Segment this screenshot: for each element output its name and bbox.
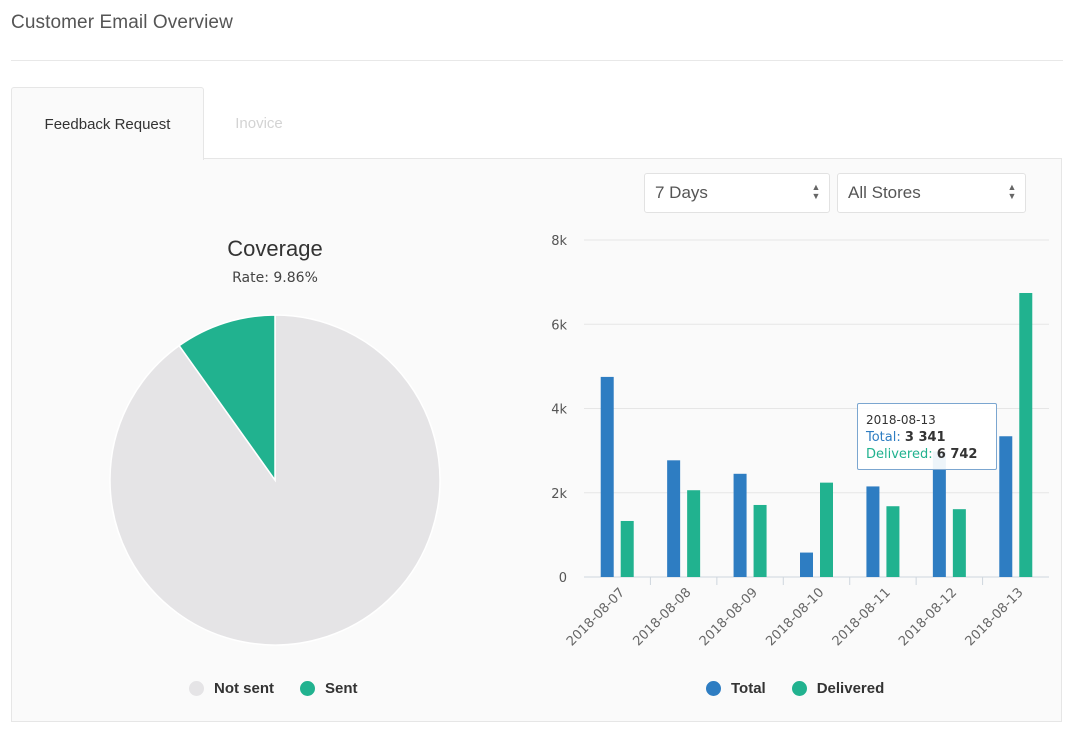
tooltip-delivered-label: Delivered (866, 447, 929, 462)
x-tick-label: 2018-08-08 (630, 585, 694, 649)
y-tick-label: 8k (551, 234, 567, 249)
bar-total[interactable] (600, 376, 614, 577)
bar-legend: Total Delivered (706, 680, 910, 697)
pie-slice-sent[interactable] (178, 314, 276, 483)
x-tick-label: 2018-08-07 (564, 585, 628, 649)
chart-tooltip: 2018-08-13 Total: 3 341 Delivered: 6 742 (857, 403, 997, 470)
bar-delivered[interactable] (1019, 292, 1033, 577)
x-tick-label: 2018-08-11 (830, 585, 894, 649)
y-tick-label: 0 (559, 571, 567, 586)
tooltip-total-value: 3 341 (904, 430, 946, 445)
x-tick-label: 2018-08-13 (963, 585, 1027, 649)
bar-delivered[interactable] (952, 509, 966, 577)
x-tick-label: 2018-08-09 (697, 585, 761, 649)
legend-item-delivered[interactable]: Delivered (791, 680, 885, 697)
legend-item-total[interactable]: Total (706, 680, 766, 697)
y-tick-label: 4k (551, 403, 567, 418)
page-title: Customer Email Overview (11, 12, 233, 33)
legend-item-sent[interactable]: Sent (300, 680, 358, 697)
legend-label: Sent (325, 680, 358, 697)
period-select[interactable]: 7 Days ▲ ▼ (644, 173, 830, 213)
pie-legend: Not sent Sent (189, 680, 384, 697)
tab-feedback-request[interactable]: Feedback Request (11, 87, 204, 160)
bar-total[interactable] (800, 552, 813, 577)
legend-dot (189, 681, 204, 696)
period-select-value: 7 Days (655, 183, 708, 202)
bar-total[interactable] (667, 460, 681, 577)
x-tick-label: 2018-08-10 (763, 585, 827, 649)
bar-delivered[interactable] (886, 506, 900, 577)
bar-delivered[interactable] (687, 490, 701, 577)
x-tick-label: 2018-08-12 (896, 585, 960, 649)
tooltip-delivered-row: Delivered: 6 742 (866, 447, 978, 462)
legend-label: Not sent (214, 680, 274, 697)
legend-label: Delivered (816, 680, 885, 697)
legend-item-not-sent[interactable]: Not sent (189, 680, 274, 697)
tab-invoice[interactable]: Inovice (235, 115, 283, 132)
tooltip-delivered-value: 6 742 (936, 447, 978, 462)
tooltip-date: 2018-08-13 (866, 413, 936, 427)
legend-dot (706, 681, 721, 696)
title-divider (11, 60, 1063, 61)
select-arrows-icon: ▲ ▼ (1007, 182, 1017, 201)
bar-total[interactable] (999, 436, 1013, 577)
tooltip-total-label: Total (866, 430, 897, 445)
bar-total[interactable] (932, 451, 946, 577)
y-tick-label: 6k (551, 318, 567, 333)
coverage-pie-chart (109, 314, 441, 646)
pie-chart-subtitle: Rate: 9.86% (232, 270, 318, 286)
pie-chart-title: Coverage (227, 236, 323, 261)
store-select[interactable]: All Stores ▲ ▼ (837, 173, 1026, 213)
bar-delivered[interactable] (620, 520, 634, 577)
store-select-value: All Stores (848, 183, 921, 202)
bar-total[interactable] (733, 473, 747, 577)
select-arrows-icon: ▲ ▼ (811, 182, 821, 201)
bar-delivered[interactable] (753, 504, 767, 577)
legend-label: Total (731, 680, 766, 697)
bar-total[interactable] (866, 486, 880, 577)
y-tick-label: 2k (551, 487, 567, 502)
legend-dot (300, 681, 315, 696)
bar-delivered[interactable] (820, 482, 833, 577)
legend-dot (791, 681, 807, 696)
tooltip-total-row: Total: 3 341 (866, 430, 946, 445)
